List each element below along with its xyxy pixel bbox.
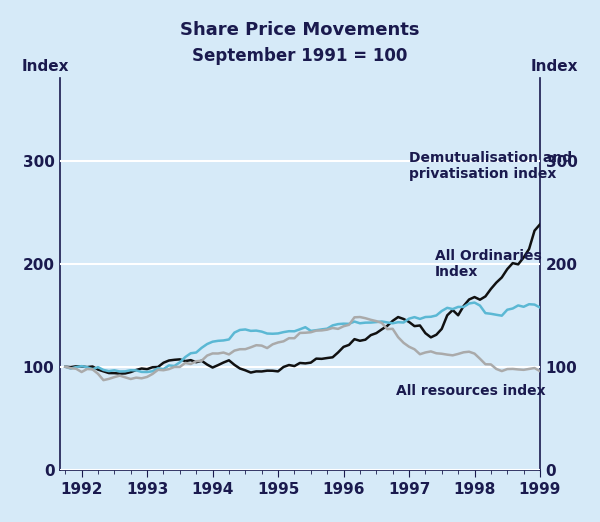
Text: Demutualisation and
privatisation index: Demutualisation and privatisation index — [409, 151, 572, 181]
Text: Share Price Movements: Share Price Movements — [180, 21, 420, 39]
Text: September 1991 = 100: September 1991 = 100 — [193, 47, 407, 65]
Text: All Ordinaries
Index: All Ordinaries Index — [435, 248, 542, 279]
Text: All resources index: All resources index — [396, 384, 545, 398]
Text: Index: Index — [22, 60, 69, 75]
Text: Index: Index — [531, 60, 578, 75]
